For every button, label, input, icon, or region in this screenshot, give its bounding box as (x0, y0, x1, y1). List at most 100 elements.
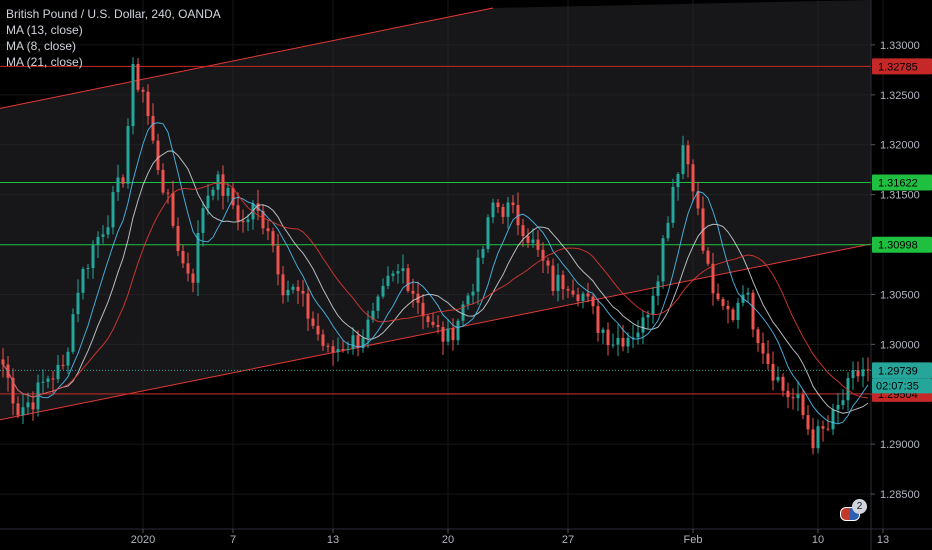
candle (841, 389, 845, 410)
candle (536, 230, 540, 257)
ma13-line (2, 150, 869, 414)
candle (241, 209, 245, 233)
events-badge[interactable]: 2 (852, 499, 867, 514)
candle (446, 319, 450, 346)
candle (831, 403, 835, 435)
level-price-tag: 1.31622 (872, 174, 932, 191)
candle (106, 215, 110, 239)
candle (136, 57, 140, 93)
candle (726, 300, 730, 324)
candle (786, 382, 790, 409)
candle (731, 307, 735, 323)
candle (766, 340, 770, 370)
candle (866, 357, 870, 382)
candle (291, 283, 295, 294)
candle (401, 254, 405, 284)
candle (676, 172, 680, 201)
y-tick-label: 1.32500 (880, 90, 920, 102)
last-price-tag: 1.29739 (872, 362, 932, 379)
candle (431, 312, 435, 328)
candle (181, 244, 185, 269)
candle (706, 247, 710, 266)
candle (761, 332, 765, 364)
x-tick-label: 10 (812, 534, 824, 546)
candle (306, 286, 310, 331)
candle (596, 298, 600, 342)
candle (391, 270, 395, 282)
candle (576, 287, 580, 307)
candle (586, 282, 590, 303)
candle (501, 203, 505, 224)
candle (656, 275, 660, 306)
svg-text:1.32785: 1.32785 (878, 61, 918, 73)
x-tick-label: 27 (562, 534, 574, 546)
x-tick-label: 13 (877, 534, 889, 546)
svg-text:1.29739: 1.29739 (878, 365, 918, 377)
candle (26, 392, 30, 414)
candle (861, 357, 865, 388)
candle (771, 351, 775, 391)
candle (281, 266, 285, 304)
candle (661, 235, 665, 289)
candle (126, 118, 130, 189)
candle (216, 170, 220, 201)
candle (141, 87, 145, 103)
y-tick-label: 1.30500 (880, 289, 920, 301)
ma8-legend[interactable]: MA (8, close) (6, 39, 77, 53)
candle (221, 165, 225, 210)
x-tick-label: 20 (442, 534, 454, 546)
candle (186, 252, 190, 282)
candle (81, 266, 85, 300)
candle (506, 196, 510, 229)
candle (811, 417, 815, 455)
candle (531, 228, 535, 248)
candle (86, 263, 90, 279)
candle (311, 311, 315, 329)
channel-lower-line[interactable] (0, 243, 872, 421)
candle (61, 354, 65, 370)
candle (426, 314, 430, 328)
candle (196, 220, 200, 297)
level-price-tag: 1.32785 (872, 58, 932, 75)
candle (166, 189, 170, 204)
x-tick-label: 7 (230, 534, 236, 546)
candle (171, 180, 175, 229)
candle (546, 257, 550, 274)
candle (101, 225, 105, 244)
candle (751, 289, 755, 338)
candle (781, 373, 785, 397)
time-axis[interactable]: 2020 7 13 20 27 Feb 10 13 (131, 529, 889, 546)
candle (836, 393, 840, 424)
candle (556, 263, 560, 302)
candle (636, 320, 640, 345)
candle (351, 327, 355, 355)
countdown-tag: 02:07:35 (872, 378, 932, 394)
candle (411, 278, 415, 308)
candle (16, 396, 20, 419)
candle (601, 327, 605, 345)
ma13-legend[interactable]: MA (13, close) (6, 23, 83, 37)
ma21-legend[interactable]: MA (21, close) (6, 55, 83, 69)
candle (356, 330, 360, 357)
candle (846, 371, 850, 411)
candle (386, 266, 390, 290)
candle (736, 298, 740, 329)
candle (486, 214, 490, 253)
candle (566, 285, 570, 298)
candle (436, 315, 440, 334)
candle (176, 217, 180, 257)
candle (691, 159, 695, 203)
candle (21, 393, 25, 425)
candle (331, 340, 335, 366)
candle (496, 199, 500, 213)
x-tick-label: 13 (327, 534, 339, 546)
candle (716, 283, 720, 302)
candle (276, 233, 280, 286)
candle (466, 292, 470, 310)
svg-text:1.31622: 1.31622 (878, 177, 918, 189)
svg-text:1.30998: 1.30998 (878, 240, 918, 252)
channel-upper-line[interactable] (0, 7, 494, 109)
symbol-title[interactable]: British Pound / U.S. Dollar, 240, OANDA (6, 7, 221, 21)
candle (516, 192, 520, 236)
